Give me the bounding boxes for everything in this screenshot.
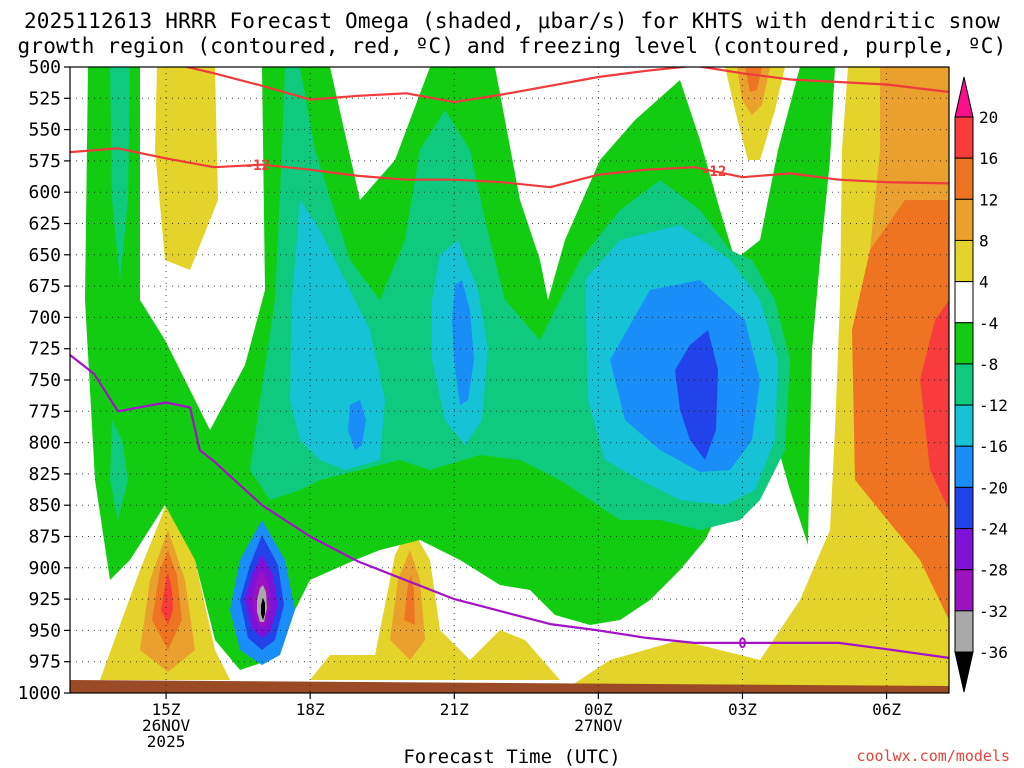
chart-title-line1: 2025112613 HRRR Forecast Omega (shaded, … — [23, 9, 1001, 33]
omega-region-negative-cyan1 — [110, 67, 130, 280]
y-tick-label: 775 — [28, 401, 61, 422]
isotherm-contours: -12 -12 0 — [70, 67, 949, 659]
y-tick-label: 650 — [28, 245, 61, 266]
y-tick-label: 850 — [28, 495, 61, 516]
omega-region-positive-north-top — [725, 67, 785, 160]
omega-shading — [70, 67, 949, 693]
y-tick-label: 500 — [28, 57, 61, 78]
colorbar-label: 16 — [979, 149, 998, 168]
colorbar-swatch — [954, 486, 974, 530]
x-tick-date: 27NOV — [574, 716, 623, 735]
x-tick-label: 21Z — [440, 700, 469, 719]
contour-label: -12 — [701, 164, 726, 180]
omega-region-negative-cyan2 — [110, 420, 128, 520]
colorbar-swatch — [954, 404, 974, 447]
colorbar-label: -20 — [979, 478, 1008, 497]
colorbar-label: -12 — [979, 396, 1008, 415]
colorbar-swatch — [954, 157, 974, 200]
y-tick-label: 925 — [28, 589, 61, 610]
omega-region-positive-bottom-2 — [310, 525, 560, 680]
contour-label: -12 — [245, 158, 270, 174]
colorbar-swatch — [954, 528, 974, 571]
omega-region-negative-cyan3 — [290, 200, 385, 470]
colorbar-label: 8 — [979, 231, 989, 250]
contour-line — [182, 67, 949, 104]
x-tick-label: 06Z — [872, 700, 901, 719]
colorbar-label: -24 — [979, 520, 1008, 539]
omega-region-negative-blue2 — [348, 400, 366, 450]
omega-region-negative-blue1 — [452, 280, 474, 405]
x-tick-label: 15Z — [152, 700, 181, 719]
x-tick-label: 18Z — [296, 700, 325, 719]
y-tick-label: 800 — [28, 433, 61, 454]
x-tick-label: 00Z — [584, 700, 613, 719]
y-tick-label: 575 — [28, 151, 61, 172]
colorbar-swatch — [954, 445, 974, 488]
y-tick-label: 675 — [28, 276, 61, 297]
colorbar-label: -32 — [979, 602, 1008, 621]
contour-line — [70, 354, 949, 659]
colorbar-swatch — [954, 610, 974, 653]
colorbar-swatch — [954, 651, 974, 693]
y-tick-label: 725 — [28, 339, 61, 360]
colorbar-label: 20 — [979, 108, 998, 127]
y-tick-label: 700 — [28, 307, 61, 328]
grid-lines — [70, 67, 949, 693]
x-tick-date: 26NOV — [142, 716, 191, 735]
omega-region-positive-east — [560, 67, 949, 693]
colorbar-swatch — [954, 569, 974, 612]
omega-region-positive-bottom-2c — [404, 575, 415, 625]
y-tick-label: 825 — [28, 464, 61, 485]
y-tick-label: 950 — [28, 620, 61, 641]
colorbar-swatch — [954, 198, 974, 241]
y-tick-label: 600 — [28, 182, 61, 203]
colorbar-swatch — [954, 281, 974, 324]
pressure-axis: 500 525 550 575 600 625 650 675 700 725 750 775 800 8… — [18, 57, 70, 704]
y-tick-label: 550 — [28, 120, 61, 141]
omega-region-positive-bottom-1d — [161, 572, 173, 625]
colorbar-swatch — [954, 239, 974, 283]
y-tick-label: 525 — [28, 88, 61, 109]
y-tick-label: 875 — [28, 527, 61, 548]
colorbar-swatch — [954, 116, 974, 159]
omega-region-positive-east-4 — [920, 300, 949, 510]
y-tick-label: 975 — [28, 652, 61, 673]
contour-line — [70, 147, 949, 189]
omega-region-positive-north-left — [155, 67, 218, 270]
y-tick-label: 750 — [28, 370, 61, 391]
ground-terrain — [70, 680, 949, 693]
colorbar-swatch — [954, 76, 974, 118]
y-tick-label: 1000 — [18, 683, 61, 704]
omega-region-negative-blue4 — [675, 330, 718, 460]
x-tick-label: 03Z — [728, 700, 757, 719]
omega-colorbar: 20 16 12 8 4 -4 -8 -12 -16 -20 -24 -28 -32 -36 — [954, 76, 1008, 693]
contour-label: 0 — [738, 636, 746, 652]
omega-region-negative-black — [261, 598, 265, 620]
y-tick-label: 625 — [28, 214, 61, 235]
colorbar-swatch — [954, 363, 974, 406]
x-axis-label: Forecast Time (UTC) — [403, 746, 621, 768]
colorbar-swatch — [954, 322, 974, 365]
credit-link[interactable]: coolwx.com/models — [856, 747, 1010, 765]
omega-region-positive-east-3 — [852, 200, 949, 620]
colorbar-label: -8 — [979, 355, 998, 374]
y-tick-label: 900 — [28, 558, 61, 579]
chart-title-line2: growth region (contoured, red, ºC) and f… — [17, 34, 1007, 58]
colorbar-label: -4 — [979, 314, 998, 333]
colorbar-label: -16 — [979, 437, 1008, 456]
x-tick-year: 2025 — [147, 732, 186, 751]
colorbar-label: -28 — [979, 561, 1008, 580]
colorbar-label: 4 — [979, 273, 989, 292]
colorbar-label: -36 — [979, 643, 1008, 662]
colorbar-label: 12 — [979, 190, 998, 209]
